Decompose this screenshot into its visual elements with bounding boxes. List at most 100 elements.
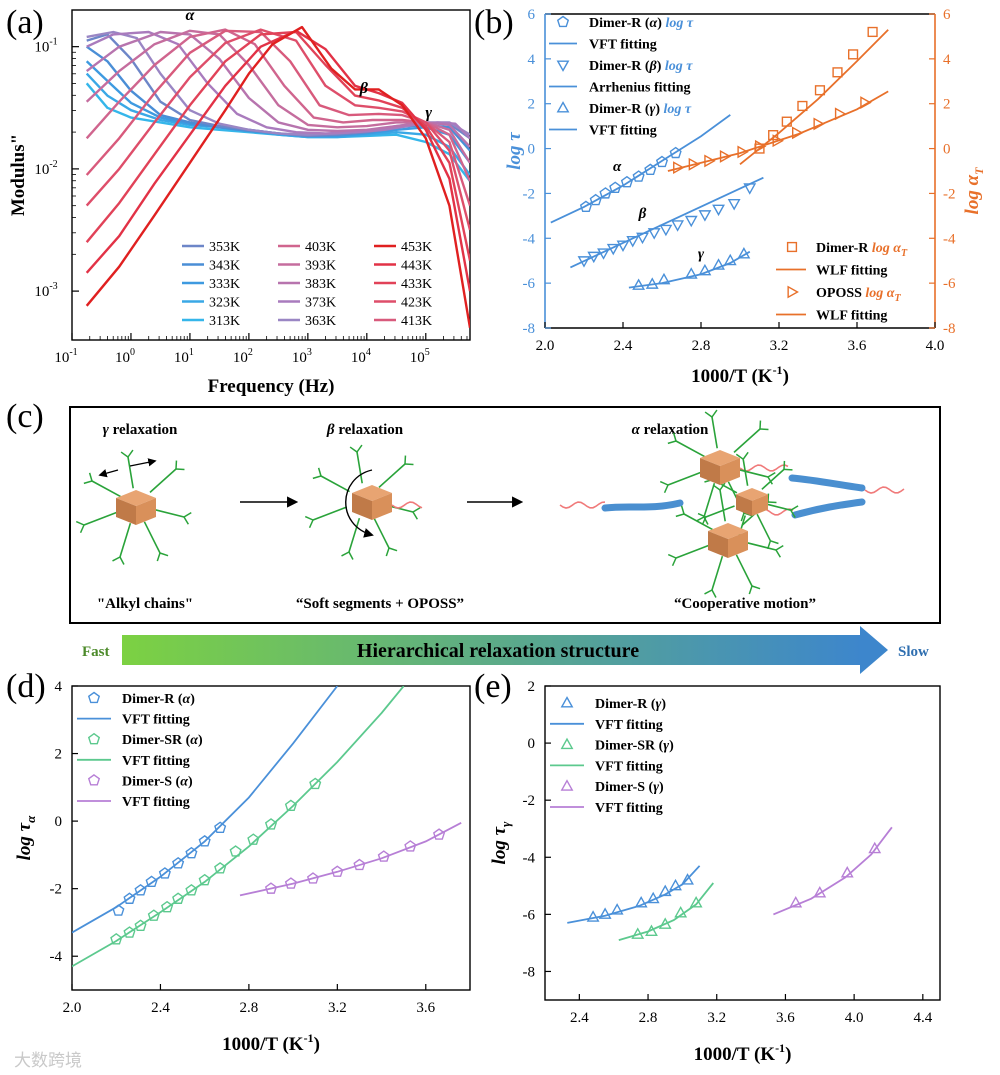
x-axis-label-e: 1000/T (K-1) [694, 1041, 792, 1065]
x-label-base: 1000/T (K [222, 1034, 304, 1055]
legend-label-d: Dimer-S (α) [122, 774, 193, 789]
diagram-title-greek: α [632, 422, 641, 438]
diagram-title-greek: γ [103, 422, 110, 438]
legend-label-a: 343K [209, 259, 240, 274]
legend-text: Dimer-R [816, 241, 869, 256]
legend-text: WLF fitting [816, 309, 887, 324]
data-point-b [814, 85, 826, 96]
chain-stem [742, 459, 749, 486]
alpha-chains-2-arm [735, 451, 749, 486]
chain-stem [761, 468, 785, 490]
chain-stem [711, 416, 718, 449]
data-point-b [772, 134, 784, 148]
chain-branch [711, 589, 717, 598]
legend-label-a: 333K [209, 277, 240, 292]
legend-text: Dimer-R ( [595, 697, 656, 712]
chain-branch [671, 557, 677, 567]
beta-chains-arm [372, 516, 398, 557]
chain-branch [735, 453, 744, 460]
series-group-a [85, 25, 470, 328]
y-tick-label-left-b: -2 [523, 186, 536, 202]
data-point-d [353, 858, 366, 871]
beta-rotation-arrow [345, 469, 374, 538]
y-tick-base: 10 [34, 284, 49, 300]
legend-text-end: ) [669, 739, 674, 754]
legend-label-a: 433K [401, 277, 432, 292]
y-tick-label-right-b: -2 [943, 186, 956, 202]
y-tick-label-a: 10-1 [34, 37, 57, 56]
chain-stem [744, 541, 777, 551]
diagram-c: γ relaxation β relaxation α relaxation"Alk… [69, 406, 941, 674]
data-point-b [626, 235, 640, 248]
y-tick-label-left-b: -8 [523, 321, 536, 337]
legend-text: VFT fitting [595, 801, 663, 816]
legend-text: Dimer-S ( [595, 780, 654, 795]
cube-right [752, 494, 768, 516]
x-tick-exp: -1 [69, 347, 77, 358]
chain-stem [312, 506, 348, 521]
annotation-b: γ [698, 246, 705, 262]
legend-label-b2: Dimer-R log αT [816, 241, 908, 259]
y-tick-label-left-b: 6 [528, 7, 536, 23]
legend-text: VFT fitting [595, 718, 663, 733]
data-point-d [309, 777, 322, 790]
x-tick-label-b: 4.0 [926, 338, 945, 354]
fit-line-e [618, 882, 715, 941]
x-tick-label-b: 2.4 [614, 338, 633, 354]
axis-e-frame [544, 685, 941, 1001]
x-tick-exp: 1 [189, 347, 194, 358]
legend-marker-e [560, 737, 574, 750]
y-tick-label-right-b: -6 [943, 276, 956, 292]
data-point-d [158, 867, 171, 879]
y-tick-label-left-b: -4 [523, 231, 536, 247]
diagram-caption: "Alkyl chains" [97, 596, 193, 612]
legend-marker-e [560, 696, 574, 708]
legend-text: Dimer-R ( [589, 59, 650, 74]
y-tick-base: 10 [34, 162, 49, 178]
data-point-e [789, 896, 803, 908]
chain-stem [91, 480, 121, 498]
alpha-chains-1-arm [704, 409, 718, 449]
chain-branch [349, 446, 358, 453]
y-tick-base: 10 [34, 40, 49, 56]
chain-stem [675, 544, 711, 559]
series-line-453K [85, 25, 470, 328]
y-tick-label-e: 0 [528, 736, 536, 752]
x-tick-label-d: 3.2 [328, 1000, 347, 1016]
alpha-soft-right [864, 486, 905, 494]
hierarchy-arrow-head [860, 626, 888, 674]
alpha-chains-3-arm [744, 541, 784, 558]
legend-label-b: Dimer-R (γ) log τ [589, 102, 692, 117]
x-tick-label-b: 2.8 [692, 338, 711, 354]
chain-branch [412, 511, 419, 520]
legend-greek: γ [650, 102, 656, 117]
alpha-chains-1-arm [733, 420, 769, 453]
legend-label-b: VFT fitting [589, 38, 657, 53]
legend-text-end: ) [657, 16, 662, 31]
data-point-d [185, 846, 198, 859]
data-point-b [723, 253, 737, 266]
alpha-soft-mid-top [739, 464, 789, 472]
legend-label-e: VFT fitting [595, 759, 663, 774]
legend-text: Arrhenius fitting [589, 81, 691, 96]
data-point-b [781, 116, 792, 127]
data-point-e [658, 884, 672, 897]
legend-text-end: ) [661, 697, 666, 712]
data-point-b [644, 163, 657, 176]
diagram-title-word: relaxation [640, 422, 709, 438]
fit-line-d [239, 822, 462, 897]
gamma-chains-arm [152, 508, 192, 525]
alpha-chains-3-arm [667, 544, 711, 567]
diagram-title: γ relaxation [103, 422, 178, 438]
panel-label-a: (a) [6, 4, 44, 41]
x-tick-label-a: 10-1 [54, 347, 77, 366]
y-tick-label-d: 4 [55, 679, 63, 695]
legend-text-end: ) [655, 102, 660, 117]
y-tick-label-e: -4 [523, 850, 536, 866]
data-point-b [754, 139, 767, 153]
legend-text: OPOSS [816, 286, 862, 301]
legend-label-a: 383K [305, 277, 336, 292]
y-tick-label-d: -2 [50, 882, 63, 898]
arrow-label-fast: Fast [82, 644, 110, 660]
watermark: 大数跨境 [14, 1051, 82, 1071]
